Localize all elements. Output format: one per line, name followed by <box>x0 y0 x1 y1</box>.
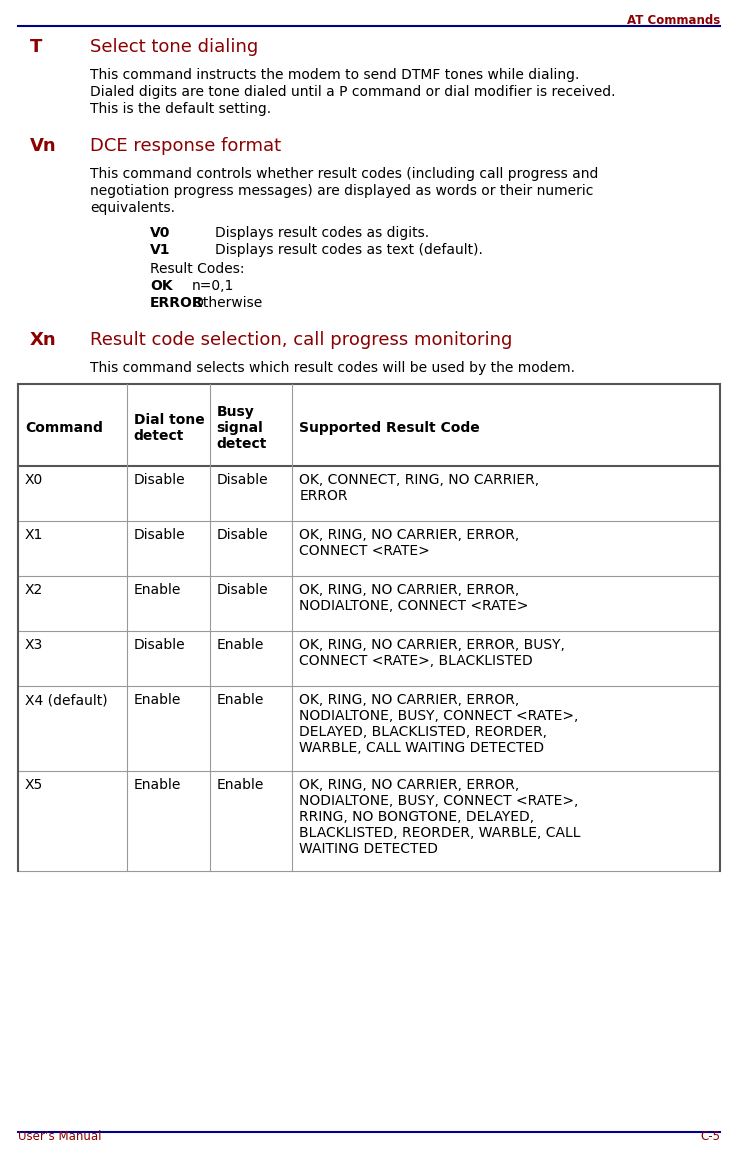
Text: RRING, NO BONGTONE, DELAYED,: RRING, NO BONGTONE, DELAYED, <box>300 810 534 824</box>
Text: X5: X5 <box>25 778 44 792</box>
Text: WAITING DETECTED: WAITING DETECTED <box>300 841 438 856</box>
Text: X1: X1 <box>25 529 44 541</box>
Text: Dialed digits are tone dialed until a P command or dial modifier is received.: Dialed digits are tone dialed until a P … <box>90 86 615 98</box>
Text: Xn: Xn <box>30 331 57 349</box>
Text: This command instructs the modem to send DTMF tones while dialing.: This command instructs the modem to send… <box>90 68 579 82</box>
Text: Disable: Disable <box>134 473 185 488</box>
Text: OK, RING, NO CARRIER, ERROR, BUSY,: OK, RING, NO CARRIER, ERROR, BUSY, <box>300 638 565 652</box>
Text: X3: X3 <box>25 638 44 652</box>
Text: Supported Result Code: Supported Result Code <box>300 421 480 435</box>
Text: V0: V0 <box>150 226 170 240</box>
Text: User’s Manual: User’s Manual <box>18 1130 102 1143</box>
Text: equivalents.: equivalents. <box>90 202 175 214</box>
Text: DELAYED, BLACKLISTED, REORDER,: DELAYED, BLACKLISTED, REORDER, <box>300 725 548 740</box>
Text: ERROR: ERROR <box>300 489 348 503</box>
Text: OK, RING, NO CARRIER, ERROR,: OK, RING, NO CARRIER, ERROR, <box>300 529 520 541</box>
Text: BLACKLISTED, REORDER, WARBLE, CALL: BLACKLISTED, REORDER, WARBLE, CALL <box>300 826 581 840</box>
Text: WARBLE, CALL WAITING DETECTED: WARBLE, CALL WAITING DETECTED <box>300 741 545 755</box>
Text: Enable: Enable <box>134 693 182 707</box>
Text: DCE response format: DCE response format <box>90 137 281 155</box>
Text: X4 (default): X4 (default) <box>25 693 108 707</box>
Text: Enable: Enable <box>134 778 182 792</box>
Text: Enable: Enable <box>134 582 182 597</box>
Text: Vn: Vn <box>30 137 57 155</box>
Text: OK, RING, NO CARRIER, ERROR,: OK, RING, NO CARRIER, ERROR, <box>300 693 520 707</box>
Text: X2: X2 <box>25 582 44 597</box>
Text: T: T <box>30 38 42 56</box>
Text: NODIALTONE, BUSY, CONNECT <RATE>,: NODIALTONE, BUSY, CONNECT <RATE>, <box>300 793 579 808</box>
Text: CONNECT <RATE>, BLACKLISTED: CONNECT <RATE>, BLACKLISTED <box>300 654 534 668</box>
Text: detect: detect <box>217 437 267 451</box>
Text: detect: detect <box>134 429 184 443</box>
Text: ERROR: ERROR <box>150 297 204 311</box>
Text: Disable: Disable <box>217 582 269 597</box>
Text: This command selects which result codes will be used by the modem.: This command selects which result codes … <box>90 361 575 375</box>
Text: Dial tone: Dial tone <box>134 413 204 427</box>
Text: Otherwise: Otherwise <box>192 297 262 311</box>
Text: OK, RING, NO CARRIER, ERROR,: OK, RING, NO CARRIER, ERROR, <box>300 582 520 597</box>
Text: V1: V1 <box>150 243 170 257</box>
Text: NODIALTONE, CONNECT <RATE>: NODIALTONE, CONNECT <RATE> <box>300 599 529 613</box>
Text: Disable: Disable <box>217 529 269 541</box>
Text: C-5: C-5 <box>700 1130 720 1143</box>
Text: OK, CONNECT, RING, NO CARRIER,: OK, CONNECT, RING, NO CARRIER, <box>300 473 539 488</box>
Text: Select tone dialing: Select tone dialing <box>90 38 258 56</box>
Text: OK, RING, NO CARRIER, ERROR,: OK, RING, NO CARRIER, ERROR, <box>300 778 520 792</box>
Text: Disable: Disable <box>134 638 185 652</box>
Text: Disable: Disable <box>217 473 269 488</box>
Text: Result Codes:: Result Codes: <box>150 263 244 275</box>
Text: Disable: Disable <box>134 529 185 541</box>
Text: Displays result codes as text (default).: Displays result codes as text (default). <box>215 243 483 257</box>
Text: Enable: Enable <box>217 778 264 792</box>
Text: Displays result codes as digits.: Displays result codes as digits. <box>215 226 429 240</box>
Text: X0: X0 <box>25 473 44 488</box>
Text: Busy: Busy <box>217 406 255 420</box>
Text: Enable: Enable <box>217 638 264 652</box>
Text: This is the default setting.: This is the default setting. <box>90 102 271 116</box>
Text: Result code selection, call progress monitoring: Result code selection, call progress mon… <box>90 331 512 349</box>
Text: signal: signal <box>217 421 263 435</box>
Text: negotiation progress messages) are displayed as words or their numeric: negotiation progress messages) are displ… <box>90 184 593 198</box>
Text: NODIALTONE, BUSY, CONNECT <RATE>,: NODIALTONE, BUSY, CONNECT <RATE>, <box>300 709 579 723</box>
Text: n=0,1: n=0,1 <box>192 279 235 293</box>
Text: Command: Command <box>25 421 103 435</box>
Text: AT Commands: AT Commands <box>627 14 720 27</box>
Text: OK: OK <box>150 279 173 293</box>
Text: Enable: Enable <box>217 693 264 707</box>
Text: CONNECT <RATE>: CONNECT <RATE> <box>300 544 430 558</box>
Text: This command controls whether result codes (including call progress and: This command controls whether result cod… <box>90 166 599 180</box>
